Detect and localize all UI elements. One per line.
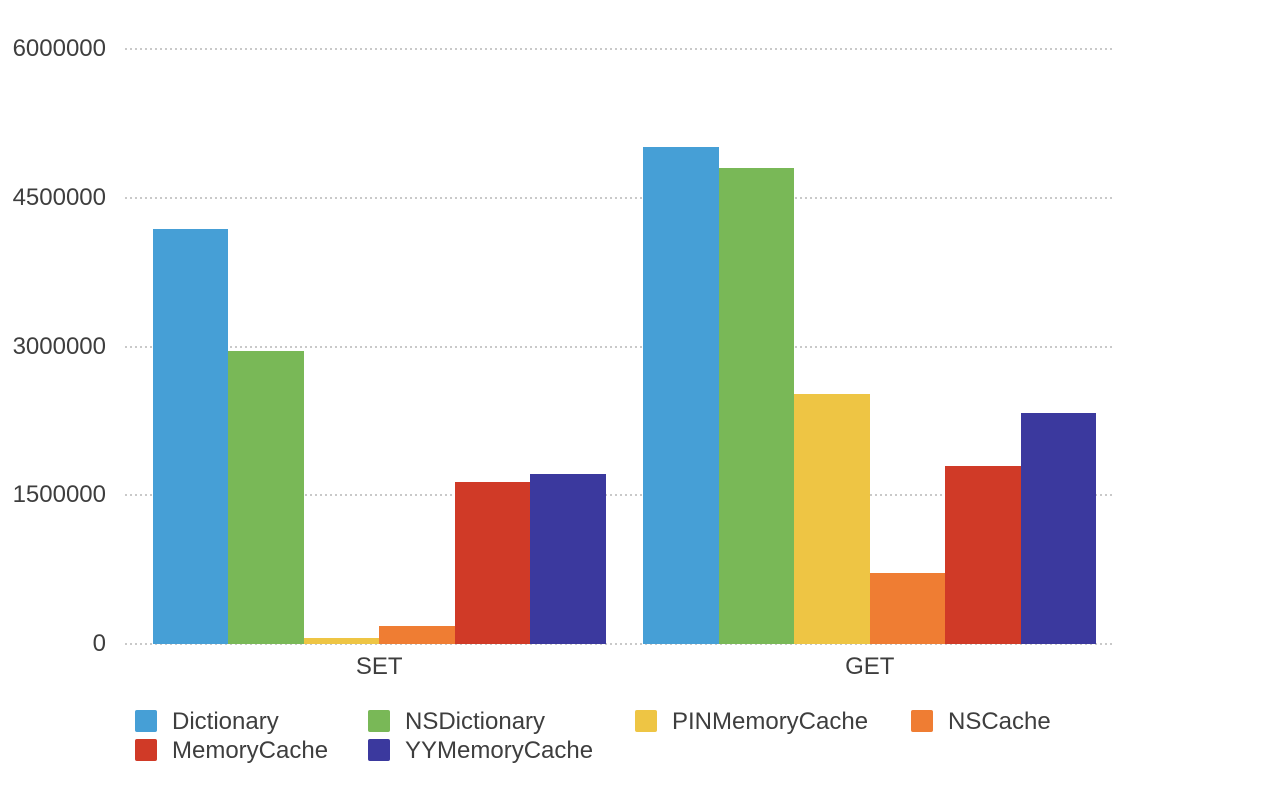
gridline-y-1500000 xyxy=(125,494,1115,497)
plot-area xyxy=(125,48,1115,645)
x-axis-label-set: SET xyxy=(355,653,403,680)
bar-get-pinmemorycache xyxy=(794,393,870,644)
x-axis-label-get: GET xyxy=(845,653,895,680)
bar-set-pinmemorycache xyxy=(303,638,380,644)
y-axis-tick-label: 1500000 xyxy=(12,481,106,509)
bar-get-yymemorycache xyxy=(1020,412,1097,644)
legend-label-memorycache: MemoryCache xyxy=(172,737,329,764)
legend-swatch-memorycache xyxy=(135,739,157,761)
legend-swatch-nscache xyxy=(911,710,933,732)
y-axis-tick-label: 4500000 xyxy=(12,183,106,211)
gridline-y-0 xyxy=(125,643,1115,645)
legend-swatch-pinmemorycache xyxy=(635,710,657,732)
legend-label-nsdictionary: NSDictionary xyxy=(405,708,546,735)
bar-set-nscache xyxy=(379,625,455,644)
legend-label-nscache: NSCache xyxy=(948,708,1051,735)
bar-get-memorycache xyxy=(945,466,1021,644)
legend-label-yymemorycache: YYMemoryCache xyxy=(405,737,594,764)
bar-get-dictionary xyxy=(643,147,719,644)
bar-set-nsdictionary xyxy=(228,350,304,644)
legend-label-pinmemorycache: PINMemoryCache xyxy=(672,708,869,735)
legend-swatch-nsdictionary xyxy=(368,710,390,732)
bar-get-nsdictionary xyxy=(718,168,795,644)
legend-label-dictionary: Dictionary xyxy=(172,708,279,735)
gridline-y-6000000 xyxy=(125,48,1115,50)
gridline-y-4500000 xyxy=(125,196,1115,199)
bar-set-dictionary xyxy=(152,229,229,644)
y-axis-tick-label: 0 xyxy=(92,630,106,657)
gridline-y-3000000 xyxy=(125,345,1115,348)
bar-set-memorycache xyxy=(454,482,531,644)
bar-set-yymemorycache xyxy=(530,473,606,644)
y-axis-tick-label: 6000000 xyxy=(12,35,106,62)
bar-get-nscache xyxy=(869,573,946,644)
legend-swatch-yymemorycache xyxy=(368,739,390,761)
legend-swatch-dictionary xyxy=(135,710,157,732)
y-axis-tick-label: 3000000 xyxy=(12,332,106,360)
